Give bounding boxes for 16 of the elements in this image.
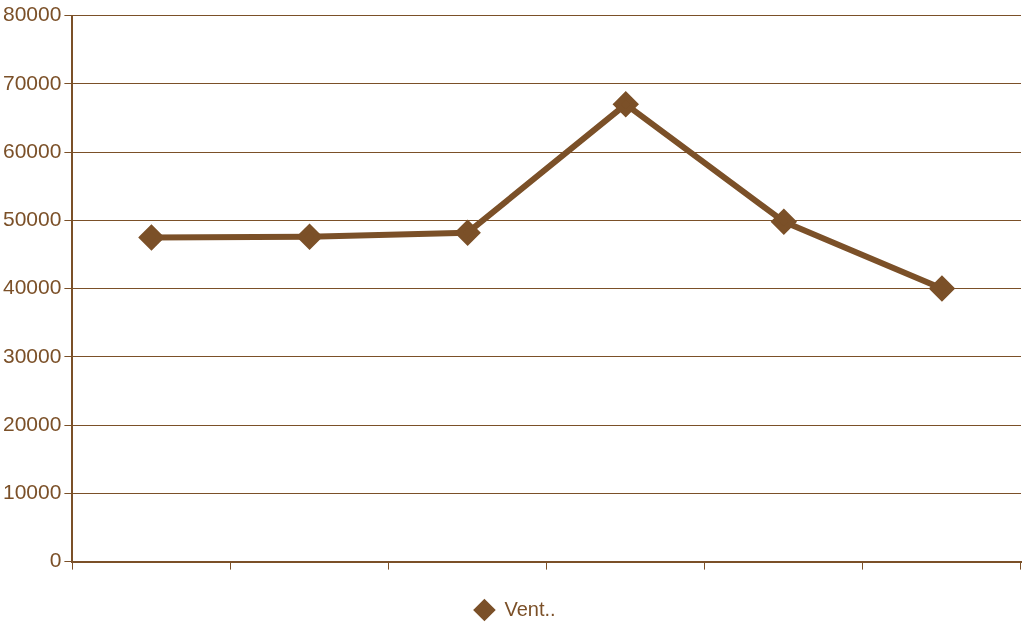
point	[139, 225, 164, 250]
y-tick-label: 30000	[2, 343, 62, 367]
y-tick-label: 0	[49, 548, 62, 572]
point	[613, 92, 638, 117]
legend-label: Vent..	[504, 597, 556, 620]
y-tick-label: 70000	[2, 70, 62, 94]
point	[297, 224, 322, 249]
y-tick-label: 40000	[2, 275, 62, 299]
y-tick-label: 60000	[2, 138, 62, 162]
y-tick-label: 50000	[2, 207, 62, 231]
y-tick-label: 10000	[2, 480, 62, 504]
y-tick-label: 20000	[2, 411, 62, 435]
point	[771, 209, 796, 234]
point	[455, 220, 480, 245]
point	[929, 276, 954, 301]
y-tick-label: 80000	[2, 2, 62, 26]
